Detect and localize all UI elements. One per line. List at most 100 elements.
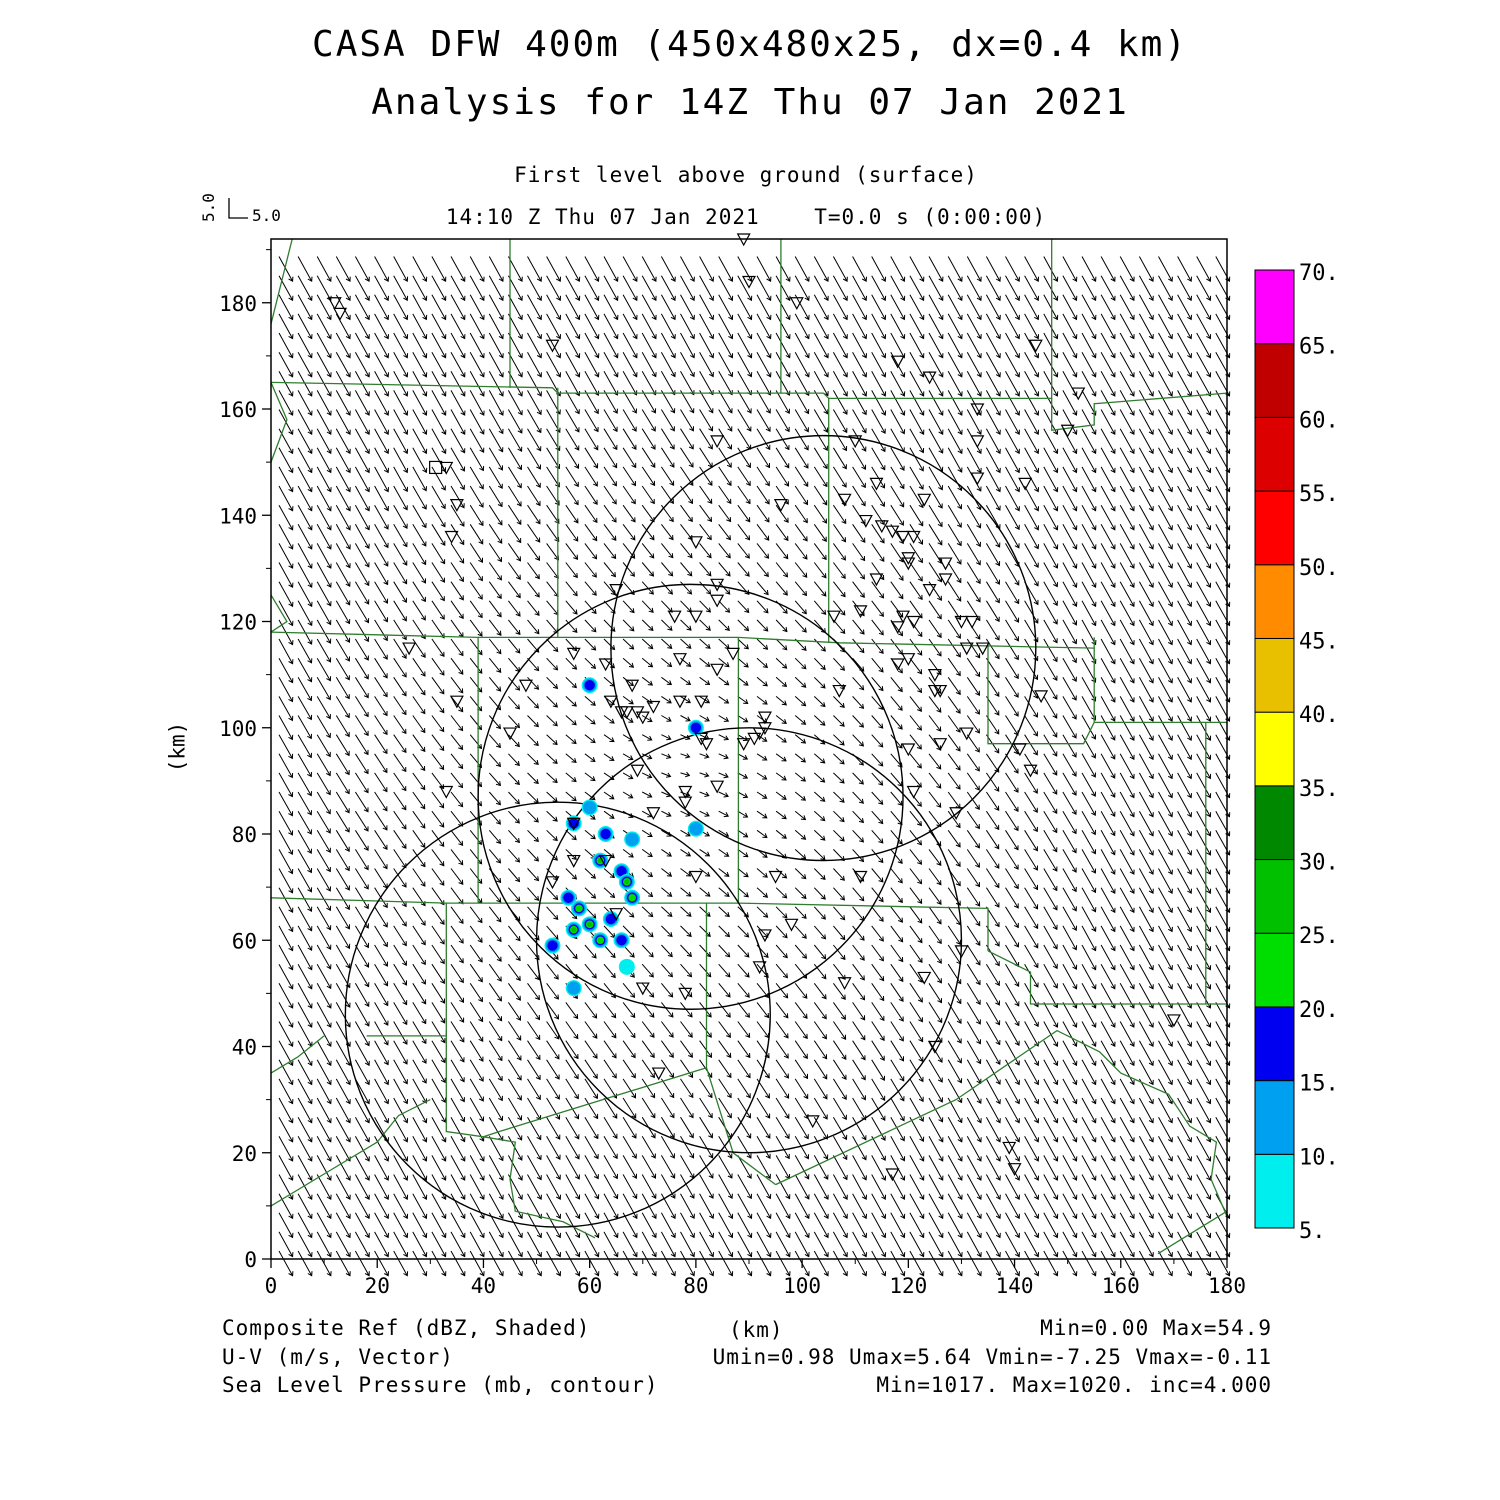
colorbar-label: 55.	[1299, 482, 1339, 507]
station-marker	[672, 695, 687, 709]
station-marker	[906, 530, 921, 544]
station-marker	[933, 684, 948, 698]
station-marker	[853, 605, 868, 619]
station-marker	[954, 945, 969, 959]
station-marker	[449, 499, 464, 512]
station-marker	[747, 732, 762, 746]
station-marker	[901, 653, 916, 666]
county-line	[705, 1067, 776, 1186]
reflectivity-cell	[596, 936, 605, 945]
colorbar-label: 15.	[1299, 1072, 1339, 1097]
station-marker	[959, 642, 974, 656]
county-line	[1157, 1210, 1228, 1255]
vector-key: 5.0 5.0	[199, 193, 281, 225]
station-marker	[699, 738, 714, 751]
county-line	[270, 239, 1053, 400]
station-marker	[917, 493, 932, 507]
y-tick-label: 100	[219, 717, 257, 741]
colorbar-bin	[1254, 637, 1295, 713]
station-marker	[619, 706, 634, 720]
station-marker	[927, 1040, 942, 1054]
reflectivity-cell	[618, 958, 635, 975]
county-line	[270, 897, 989, 951]
field3-stats: Min=1017. Max=1020. inc=4.000	[876, 1373, 1272, 1397]
county-line	[270, 382, 288, 463]
station-marker	[1034, 690, 1049, 704]
station-marker	[1028, 339, 1043, 353]
wind-vectors	[278, 256, 1231, 1277]
station-marker	[710, 780, 725, 794]
station-marker	[768, 870, 783, 884]
station-marker	[837, 493, 852, 507]
colorbar-bin	[1254, 416, 1295, 492]
station-marker	[927, 669, 942, 682]
station-marker	[959, 727, 974, 741]
station-marker	[678, 796, 693, 810]
station-marker	[890, 621, 905, 635]
county-line	[270, 1099, 431, 1207]
station-marker	[975, 642, 990, 656]
station-marker	[901, 743, 916, 757]
reflectivity-cell	[625, 832, 639, 846]
colorbar-label: 10.	[1299, 1145, 1339, 1170]
station-marker	[896, 610, 911, 624]
axes: 0 20 40 60 80 100 120 140 160 180 0 20 40 60 80 100 120 1…	[219, 249, 1246, 1298]
reflectivity-cell	[584, 680, 595, 691]
station-marker	[672, 653, 687, 666]
station-marker	[922, 584, 937, 597]
x-tick-label: 0	[265, 1274, 278, 1298]
colorbar-label: 50.	[1299, 556, 1339, 581]
reflectivity-cell	[616, 935, 627, 946]
reflectivity-cell	[547, 940, 558, 951]
station-marker	[757, 711, 772, 725]
reflectivity-cell	[689, 822, 703, 836]
station-marker	[646, 700, 661, 714]
colorbar-bin	[1254, 1153, 1295, 1229]
station-marker	[688, 536, 703, 550]
reflectivity-cell	[600, 828, 611, 840]
county-line	[483, 1136, 596, 1239]
valid-time-label: 14:10 Z Thu 07 Jan 2021 T=0.0 s (0:00:00…	[445, 205, 1047, 229]
colorbar-bin	[1254, 269, 1295, 345]
county-line	[987, 950, 1227, 1005]
station-marker	[566, 817, 581, 831]
station-marker	[1007, 1163, 1022, 1176]
reflectivity-cell	[587, 921, 593, 927]
station-marker	[1023, 764, 1038, 778]
county-line	[270, 594, 288, 633]
colorbar-label: 65.	[1299, 335, 1339, 360]
radar-ring	[477, 583, 904, 1010]
colorbar-bin	[1254, 1006, 1295, 1082]
vector-key-arrow	[228, 198, 248, 219]
colorbar-bin	[1254, 785, 1295, 861]
station-marker	[1018, 477, 1033, 491]
station-marker	[646, 807, 661, 821]
station-marker	[917, 971, 932, 985]
station-marker	[965, 615, 980, 629]
station-marker	[874, 520, 889, 534]
x-tick-label: 180	[1208, 1274, 1246, 1298]
field2-stats: Umin=0.98 Umax=5.64 Vmin=-7.25 Vmax=-0.1…	[712, 1345, 1272, 1369]
colorbar-label: 70.	[1299, 261, 1339, 286]
y-axis-label: (km)	[165, 721, 190, 773]
reflectivity-cell	[583, 800, 597, 815]
reflectivity-cell	[563, 892, 574, 903]
station-marker	[678, 987, 693, 1001]
station-marker	[885, 525, 900, 539]
station-markers	[327, 233, 1181, 1182]
station-marker	[901, 557, 916, 571]
colorbar-label: 5.	[1299, 1219, 1326, 1244]
station-marker	[625, 679, 640, 693]
radar-range-rings	[344, 434, 1037, 1228]
radar-ring	[610, 434, 1037, 862]
colorbar-bin	[1254, 564, 1295, 639]
station-marker	[784, 918, 799, 932]
station-marker	[667, 610, 682, 624]
station-marker	[773, 499, 788, 512]
station-marker	[832, 684, 847, 698]
colorbar-label: 20.	[1299, 998, 1339, 1023]
y-tick-label: 20	[232, 1142, 257, 1166]
county-line	[270, 631, 1095, 649]
county-line	[445, 903, 708, 1138]
